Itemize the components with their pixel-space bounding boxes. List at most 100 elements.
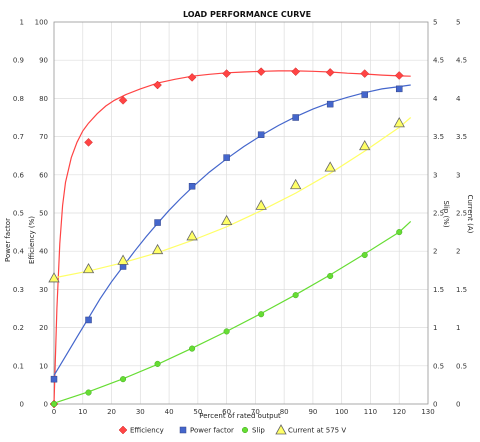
- data-point-current-at-575-v: [117, 254, 129, 265]
- data-point-current-at-575-v: [220, 214, 233, 226]
- y-right-inner-tick-label: 2.5: [433, 210, 444, 218]
- y-left-outer-tick-label: 0.6: [13, 171, 25, 179]
- data-point-current-at-575-v: [324, 161, 336, 172]
- data-point-efficiency: [187, 73, 197, 82]
- y-left-inner-tick-label: 90: [39, 57, 48, 65]
- y-axis-title-slip: Slip (%): [442, 200, 450, 227]
- data-point-efficiency: [153, 80, 162, 90]
- legend-label-power-factor: Power factor: [190, 427, 234, 435]
- data-point-slip: [223, 328, 230, 335]
- x-tick-label: 80: [280, 408, 289, 416]
- y-right-inner-tick-label: 5: [433, 19, 437, 27]
- y-axis-title-power-factor: Power factor: [4, 218, 12, 262]
- legend-marker-power-factor: [179, 426, 187, 434]
- legend-item-slip: Slip: [241, 427, 265, 435]
- x-tick-label: 110: [364, 408, 377, 416]
- data-point-current-at-575-v: [393, 117, 405, 128]
- data-point-slip: [50, 400, 58, 408]
- y-right-inner-tick-label: 4.5: [433, 57, 444, 65]
- y-right-inner-tick-label: 3: [433, 171, 437, 179]
- data-point-efficiency: [118, 95, 128, 105]
- plot-border: [53, 21, 429, 405]
- data-point-slip: [258, 311, 265, 318]
- y-axis-title-efficiency: Efficiency (%): [28, 216, 36, 264]
- data-point-efficiency: [222, 69, 231, 78]
- data-point-slip: [327, 272, 334, 280]
- data-point-current-at-575-v: [82, 262, 95, 274]
- y-right-outer-tick-label: 3: [456, 171, 460, 179]
- chart-title: LOAD PERFORMANCE CURVE: [183, 10, 311, 19]
- series-line-power-factor: [53, 84, 411, 376]
- data-point-efficiency: [84, 137, 93, 147]
- legend-label-slip: Slip: [252, 427, 265, 435]
- data-point-efficiency: [325, 68, 335, 77]
- data-point-slip: [189, 345, 196, 352]
- data-point-power-factor: [292, 114, 299, 121]
- data-point-slip: [292, 292, 299, 299]
- y-right-outer-tick-label: 4.5: [456, 57, 467, 65]
- data-point-power-factor: [223, 154, 230, 161]
- data-point-current-at-575-v: [255, 199, 267, 210]
- x-tick-label: 90: [308, 408, 317, 416]
- series-current-at-575-v: [48, 117, 412, 283]
- y-left-outer-tick-label: 0.3: [13, 286, 24, 294]
- y-left-outer-tick-label: 0.5: [13, 210, 24, 218]
- y-left-inner-tick-label: 10: [39, 362, 48, 370]
- data-point-slip: [361, 251, 368, 259]
- y-left-inner-tick-label: 0: [44, 401, 48, 409]
- y-left-outer-tick-label: 0.4: [13, 248, 25, 256]
- y-left-inner-tick-label: 30: [39, 286, 48, 294]
- y-right-inner-tick-label: 1.5: [433, 286, 444, 294]
- y-right-outer-tick-label: 0.5: [456, 362, 467, 370]
- series-layer: [48, 67, 412, 409]
- y-left-outer-tick-label: 0.8: [13, 95, 24, 103]
- y-right-outer-tick-label: 1.5: [456, 286, 467, 294]
- x-tick-label: 100: [335, 408, 348, 416]
- grid-lines: [53, 21, 429, 405]
- legend-item-current-at-575-v: Current at 575 V: [275, 424, 346, 435]
- legend-item-power-factor: Power factor: [179, 426, 234, 435]
- legend: Efficiency Power factor Slip Current at 575…: [118, 424, 346, 435]
- x-tick-label: 70: [251, 408, 260, 416]
- data-point-efficiency: [256, 67, 266, 77]
- series-efficiency: [49, 67, 411, 409]
- y-left-outer-tick-label: 0.1: [13, 362, 24, 370]
- y-right-outer-tick-label: 0: [456, 401, 460, 409]
- data-point-power-factor: [326, 100, 334, 108]
- y-left-outer-tick-label: 0.7: [13, 133, 24, 141]
- legend-marker-current-at-575-v: [275, 424, 287, 435]
- data-point-slip: [85, 389, 92, 396]
- data-point-current-at-575-v: [186, 230, 198, 241]
- y-left-inner-tick-label: 20: [39, 324, 48, 332]
- y-right-inner-tick-label: 3.5: [433, 133, 444, 141]
- legend-label-efficiency: Efficiency: [130, 427, 164, 435]
- legend-item-efficiency: Efficiency: [118, 425, 164, 435]
- x-tick-label: 10: [78, 408, 87, 416]
- x-axis-title: Percent of rated output: [199, 412, 281, 420]
- data-point-current-at-575-v: [151, 243, 164, 255]
- x-tick-label: 120: [393, 408, 406, 416]
- x-tick-label: 40: [165, 408, 174, 416]
- data-point-efficiency: [394, 71, 404, 80]
- series-slip: [50, 220, 412, 408]
- y-left-outer-tick-label: 0.9: [13, 57, 24, 65]
- data-point-power-factor: [85, 316, 92, 324]
- y-right-inner-tick-label: 4: [433, 95, 438, 103]
- y-left-inner-tick-label: 50: [39, 210, 48, 218]
- data-point-power-factor: [257, 131, 265, 138]
- series-line-efficiency: [53, 70, 411, 405]
- x-tick-label: 60: [222, 408, 231, 416]
- data-point-slip: [154, 360, 161, 367]
- x-tick-label: 30: [136, 408, 145, 416]
- y-right-inner-tick-label: 2: [433, 248, 437, 256]
- x-tick-label: 0: [52, 408, 56, 416]
- y-left-inner-tick-label: 40: [39, 248, 48, 256]
- data-point-current-at-575-v: [289, 178, 302, 190]
- data-point-efficiency: [291, 67, 301, 77]
- data-point-slip: [119, 376, 127, 383]
- x-tick-label: 20: [107, 408, 116, 416]
- y-left-outer-tick-label: 0: [20, 401, 24, 409]
- series-power-factor: [50, 84, 411, 383]
- legend-marker-efficiency: [118, 425, 128, 435]
